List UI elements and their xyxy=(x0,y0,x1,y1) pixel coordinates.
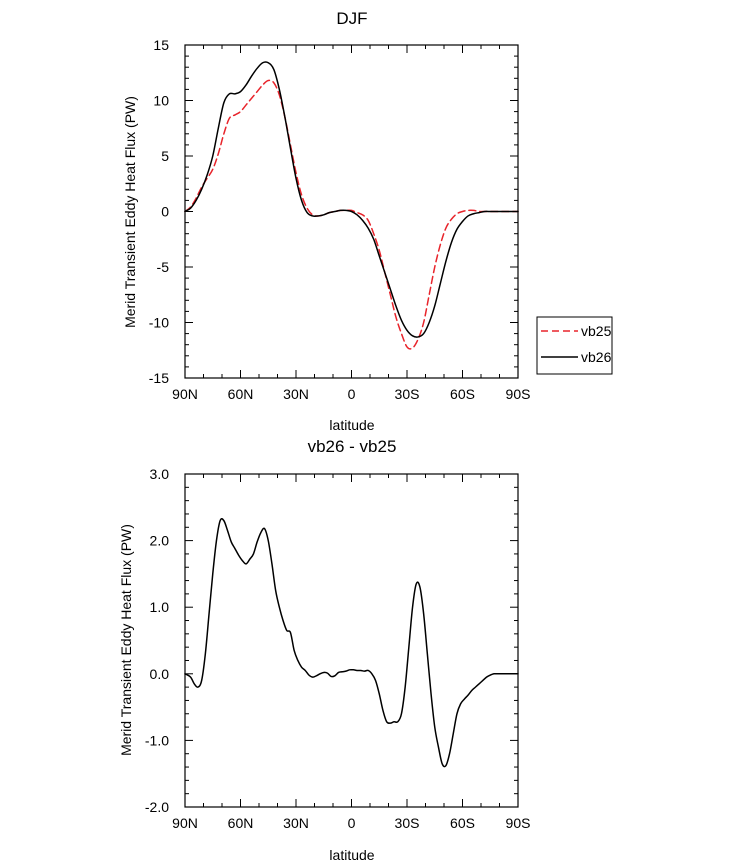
top-y-tick-label: -15 xyxy=(149,370,169,386)
top-y-tick-label: 5 xyxy=(161,148,169,164)
top-chart-ylabel: Merid Transient Eddy Heat Flux (PW) xyxy=(122,96,138,328)
bottom-chart-xlabel: latitude xyxy=(329,847,374,863)
legend-label-vb25: vb25 xyxy=(581,323,612,339)
bottom-y-tick-label: 0.0 xyxy=(150,666,170,682)
bottom-y-tick-label: 3.0 xyxy=(150,466,170,482)
top-y-tick-label: -10 xyxy=(149,315,169,331)
bottom-x-tick-label: 30N xyxy=(283,815,309,831)
legend: vb25 vb26 xyxy=(536,316,613,375)
top-series-line-vb25 xyxy=(184,79,519,350)
legend-label-vb26: vb26 xyxy=(581,349,612,365)
bottom-y-tick-label: -1.0 xyxy=(145,732,169,748)
bottom-chart-title: vb26 - vb25 xyxy=(308,437,397,456)
bottom-y-tick-label: 2.0 xyxy=(150,533,170,549)
bottom-chart-frame xyxy=(184,473,519,808)
bottom-chart: vb26 - vb25 90N 60N 30N 0 30S 60S 90S -2.0 -1.0… xyxy=(118,437,530,863)
top-chart: DJF 90N 60N 30N 0 30S 60S 90S -15 -10 -5 0 5 10 15 l… xyxy=(122,9,613,433)
bottom-series-line-diff-0 xyxy=(184,517,519,768)
legend-box xyxy=(536,316,613,375)
bottom-x-tick-label: 90N xyxy=(172,815,198,831)
bottom-x-tick-label: 60N xyxy=(228,815,254,831)
bottom-y-tick-label: -2.0 xyxy=(145,799,169,815)
top-x-tick-label: 30N xyxy=(283,386,309,402)
top-chart-title: DJF xyxy=(336,9,367,28)
top-x-tick-label: 60N xyxy=(228,386,254,402)
bottom-x-tick-label: 30S xyxy=(395,815,420,831)
bottom-y-tick-label: 1.0 xyxy=(150,599,170,615)
bottom-chart-series xyxy=(184,517,519,768)
top-y-tick-label: -5 xyxy=(157,259,170,275)
top-x-tick-label: 60S xyxy=(450,386,475,402)
top-x-tick-label: 90S xyxy=(506,386,531,402)
bottom-x-tick-label: 60S xyxy=(450,815,475,831)
bottom-x-tick-label: 90S xyxy=(506,815,531,831)
bottom-x-tick-label: 0 xyxy=(348,815,356,831)
top-chart-xlabel: latitude xyxy=(329,417,374,433)
top-y-tick-label: 10 xyxy=(153,93,169,109)
top-y-tick-label: 15 xyxy=(153,37,169,53)
bottom-chart-ylabel: Merid Transient Eddy Heat Flux (PW) xyxy=(118,524,134,756)
top-y-tick-label: 0 xyxy=(161,204,169,220)
top-x-tick-label: 90N xyxy=(172,386,198,402)
top-x-tick-label: 30S xyxy=(395,386,420,402)
top-chart-series xyxy=(184,61,519,350)
top-series-line-vb26 xyxy=(184,61,519,338)
top-x-tick-label: 0 xyxy=(348,386,356,402)
